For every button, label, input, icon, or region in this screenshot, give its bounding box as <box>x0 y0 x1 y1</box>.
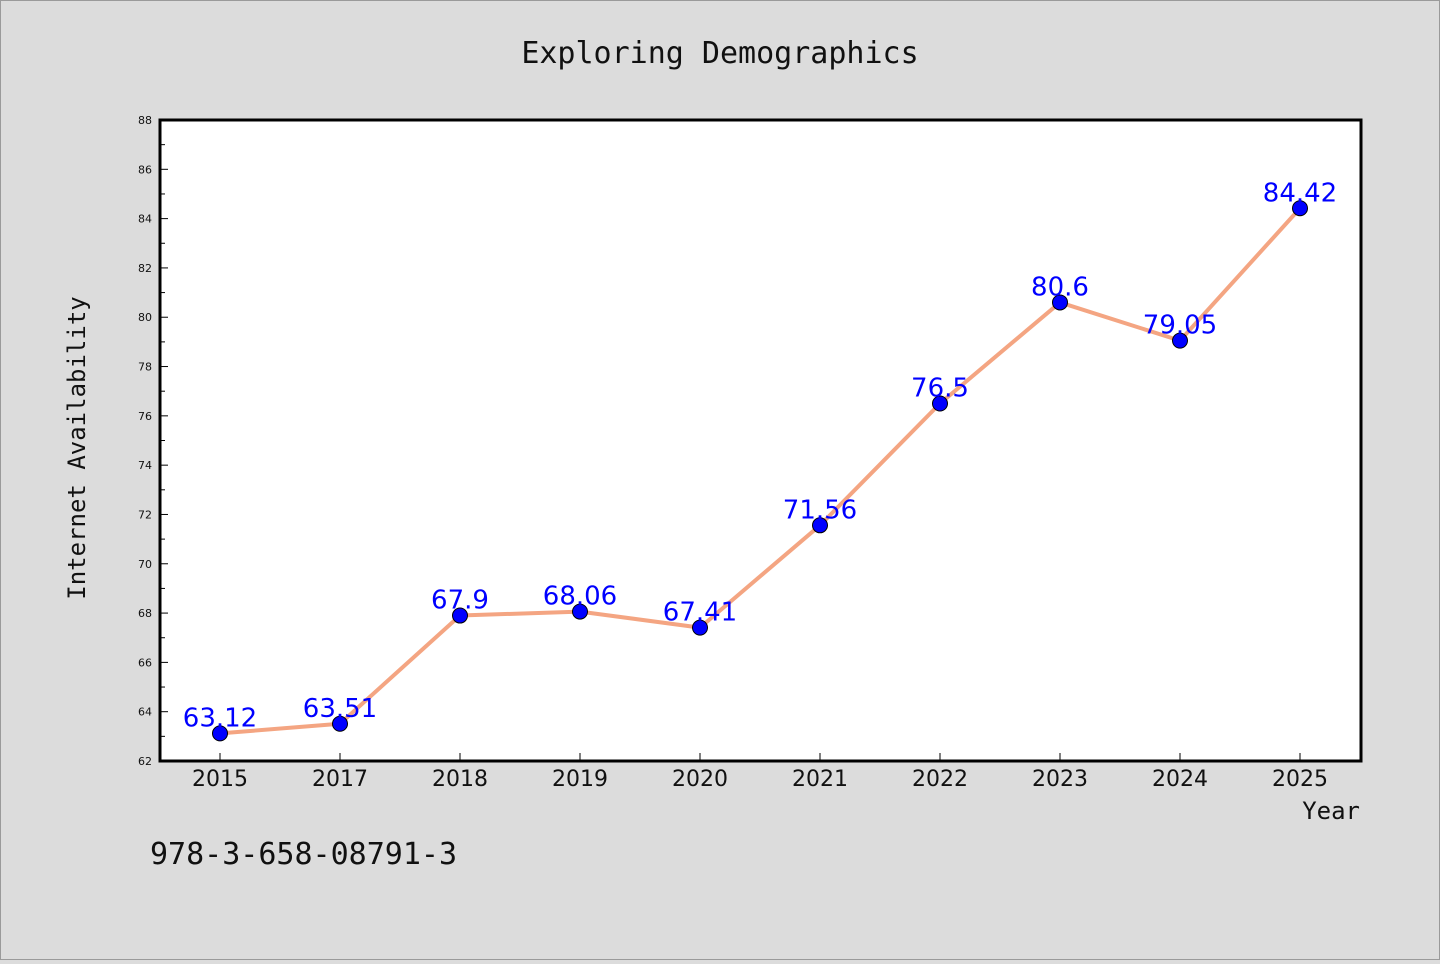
plot-area <box>158 118 1363 763</box>
x-tick-label: 2025 <box>1272 767 1328 792</box>
x-tick-label: 2024 <box>1152 767 1208 792</box>
data-point <box>1172 332 1188 349</box>
x-tick-label: 2021 <box>792 767 848 792</box>
y-tick-label: 80 <box>138 311 152 324</box>
x-tick-label: 2022 <box>912 767 968 792</box>
x-tick-label: 2018 <box>432 767 488 792</box>
isbn-annotation: 978-3-658-08791-3 <box>150 837 457 872</box>
data-point <box>452 607 468 624</box>
x-tick-label: 2017 <box>312 767 368 792</box>
data-label: 76.5 <box>911 374 969 404</box>
y-tick-label: 84 <box>138 213 152 226</box>
data-point <box>932 395 948 412</box>
y-tick-label: 62 <box>138 755 152 768</box>
data-point <box>692 619 708 636</box>
y-tick-label: 78 <box>138 361 152 374</box>
data-label: 63.51 <box>303 694 377 724</box>
y-tick-label: 86 <box>138 163 152 176</box>
x-tick-label: 2015 <box>192 767 248 792</box>
data-label: 79.05 <box>1143 311 1217 341</box>
y-tick-label: 68 <box>138 607 152 620</box>
y-axis-label: Internet Availability <box>63 296 91 599</box>
x-tick-label: 2023 <box>1032 767 1088 792</box>
y-tick-label: 76 <box>138 410 152 423</box>
y-tick-label: 64 <box>138 706 152 719</box>
data-point <box>332 715 348 732</box>
data-point <box>572 603 588 620</box>
data-label: 67.41 <box>663 598 737 628</box>
y-tick-label: 66 <box>138 656 152 669</box>
data-label: 71.56 <box>783 495 857 525</box>
series-line <box>218 206 1302 736</box>
data-point <box>1292 200 1308 217</box>
x-axis: 2015 2017 2018 2019 2020 2021 2022 2023 2024 2025 <box>192 753 1328 792</box>
chart-title: Exploring Demographics <box>521 36 918 71</box>
data-label: 63.12 <box>183 703 257 733</box>
y-tick-label: 72 <box>138 508 152 521</box>
y-tick-label: 88 <box>138 114 152 127</box>
data-point <box>1052 294 1068 311</box>
x-tick-label: 2019 <box>552 767 608 792</box>
y-tick-label: 74 <box>138 459 152 472</box>
data-label: 84.42 <box>1263 178 1337 208</box>
y-tick-label: 82 <box>138 262 152 275</box>
data-label: 80.6 <box>1031 272 1089 302</box>
y-axis: 62 64 66 68 70 72 74 76 78 80 82 84 86 88 <box>138 114 168 768</box>
series-layer: 63.12 63.51 67.9 68.06 67.41 71.56 76.5 80.6 79.… <box>183 178 1337 742</box>
data-label: 68.06 <box>543 582 617 612</box>
data-point <box>212 725 228 742</box>
y-tick-label: 70 <box>138 558 152 571</box>
x-axis-label: Year <box>1302 797 1360 825</box>
data-label: 67.9 <box>431 586 489 616</box>
data-point <box>812 517 828 534</box>
x-tick-label: 2020 <box>672 767 728 792</box>
